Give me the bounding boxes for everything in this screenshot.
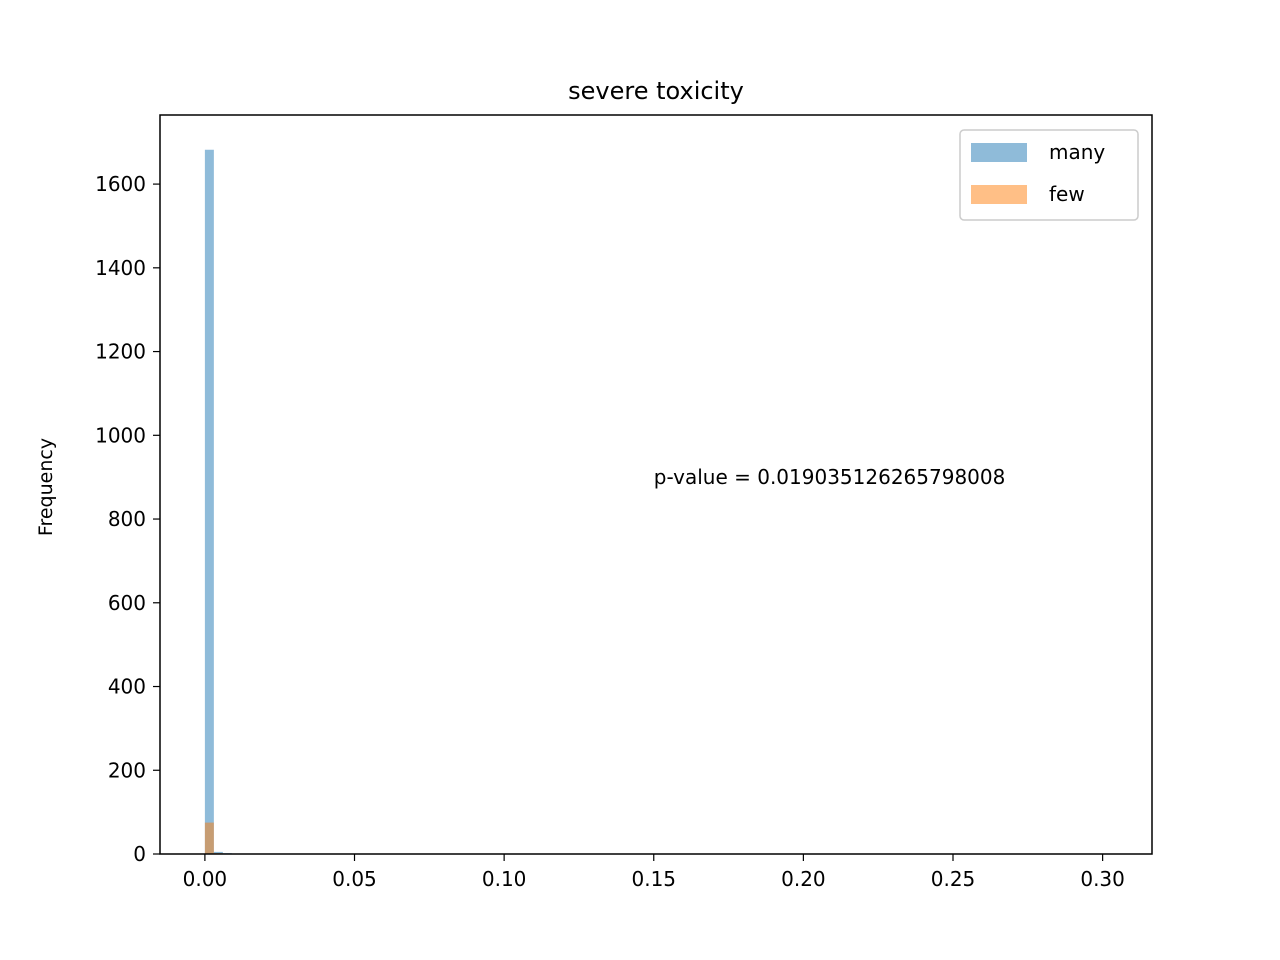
legend-swatch-few bbox=[971, 185, 1027, 204]
histogram-bar-many bbox=[204, 149, 214, 855]
y-tick-label: 800 bbox=[108, 507, 146, 531]
x-tick-label: 0.20 bbox=[781, 867, 826, 891]
y-tick-label: 200 bbox=[108, 758, 146, 782]
legend-swatch-many bbox=[971, 143, 1027, 162]
y-tick-label: 0 bbox=[133, 842, 146, 866]
bars-layer bbox=[204, 149, 232, 855]
y-tick-label: 1400 bbox=[95, 256, 146, 280]
p-value-annotation: p-value = 0.019035126265798008 bbox=[654, 465, 1006, 489]
legend-label-few: few bbox=[1049, 182, 1085, 206]
x-tick-label: 0.05 bbox=[332, 867, 377, 891]
x-tick-label: 0.00 bbox=[183, 867, 228, 891]
y-tick-label: 1200 bbox=[95, 340, 146, 364]
y-tick-label: 1000 bbox=[95, 423, 146, 447]
histogram-bar-many bbox=[213, 851, 223, 854]
histogram-bar-few bbox=[204, 822, 214, 854]
x-tick-label: 0.10 bbox=[482, 867, 527, 891]
y-tick-label: 600 bbox=[108, 591, 146, 615]
legend-label-many: many bbox=[1049, 140, 1105, 164]
x-tick-label: 0.30 bbox=[1080, 867, 1125, 891]
y-tick-label: 1600 bbox=[95, 172, 146, 196]
y-axis-label: Frequency bbox=[35, 438, 57, 536]
legend: many few bbox=[959, 129, 1139, 221]
y-axis: 0 200 400 600 800 1000 1200 1400 1600 bbox=[95, 172, 160, 866]
x-tick-label: 0.15 bbox=[631, 867, 676, 891]
x-axis: 0.00 0.05 0.10 0.15 0.20 0.25 0.30 bbox=[183, 854, 1125, 891]
x-tick-label: 0.25 bbox=[931, 867, 976, 891]
y-tick-label: 400 bbox=[108, 675, 146, 699]
chart-title: severe toxicity bbox=[568, 77, 744, 105]
plot-frame bbox=[159, 114, 1153, 855]
